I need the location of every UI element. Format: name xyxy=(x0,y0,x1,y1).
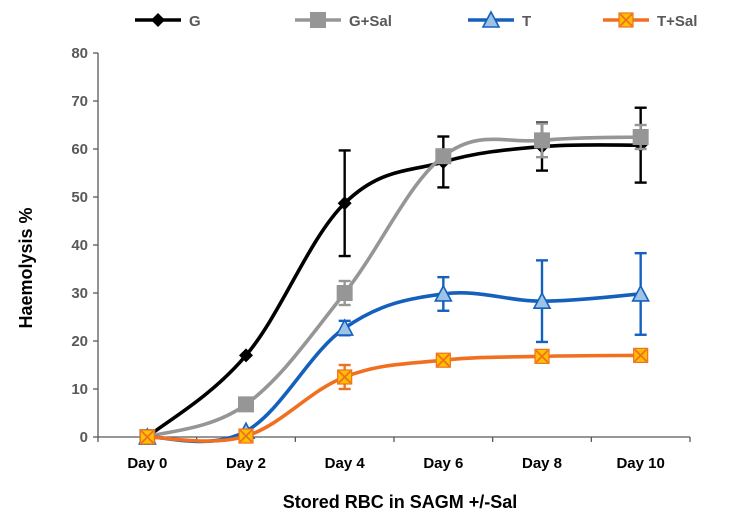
y-tick-label: 30 xyxy=(71,285,88,302)
x-tick-label: Day 6 xyxy=(423,455,463,472)
data-point xyxy=(632,129,649,145)
series-layer xyxy=(137,106,651,445)
y-tick-label: 20 xyxy=(71,333,88,350)
y-tick-label: 10 xyxy=(71,381,88,398)
legend-marker xyxy=(310,12,326,28)
data-point xyxy=(238,396,254,413)
x-tick-label: Day 10 xyxy=(616,455,664,472)
legend-marker xyxy=(481,10,501,28)
y-axis: 0 10 20 30 40 50 60 70 80 xyxy=(71,45,99,446)
legend-marker xyxy=(618,12,634,28)
y-tick-label: 50 xyxy=(71,189,88,206)
data-point xyxy=(534,132,550,149)
data-point xyxy=(336,285,353,301)
legend-label: G+Sal xyxy=(349,13,392,30)
legend-label: T xyxy=(522,13,531,30)
x-axis-title: Stored RBC in SAGM +/-Sal xyxy=(283,492,518,512)
legend-entry-t-sal: T+Sal xyxy=(603,12,697,30)
series-line xyxy=(147,353,641,443)
data-point xyxy=(139,429,155,445)
data-point xyxy=(238,428,254,444)
data-point xyxy=(633,347,649,363)
x-tick-label: Day 2 xyxy=(226,455,266,472)
series-t-sal xyxy=(139,347,649,445)
data-point xyxy=(532,291,552,309)
y-tick-label: 80 xyxy=(71,45,88,62)
series-t xyxy=(137,251,651,445)
x-tick-label: Day 0 xyxy=(127,455,167,472)
legend-label: T+Sal xyxy=(657,13,697,30)
series-line xyxy=(146,143,641,439)
y-tick-label: 0 xyxy=(80,429,88,446)
data-point xyxy=(435,148,452,165)
y-tick-label: 40 xyxy=(71,237,88,254)
data-point xyxy=(434,284,453,302)
x-tick-label: Day 8 xyxy=(522,455,562,472)
data-point xyxy=(335,318,354,336)
series-g xyxy=(140,106,648,444)
data-point xyxy=(534,348,550,364)
x-axis: Day 0 Day 2 Day 4 Day 6 Day 8 Day 10 xyxy=(97,436,691,472)
y-axis-title: Haemolysis % xyxy=(16,207,36,328)
legend-entry-t: T xyxy=(468,10,531,30)
legend-entry-g-sal: G+Sal xyxy=(295,12,392,30)
data-point xyxy=(337,196,352,211)
legend-label: G xyxy=(189,13,201,30)
y-tick-label: 70 xyxy=(71,93,88,110)
x-tick-label: Day 4 xyxy=(325,455,366,472)
legend-marker xyxy=(151,13,165,27)
data-point xyxy=(337,369,353,385)
series-line xyxy=(146,135,641,439)
data-point xyxy=(631,284,651,302)
data-point xyxy=(239,348,253,363)
y-tick-label: 60 xyxy=(71,141,88,158)
legend: G G+Sal T T+Sal xyxy=(135,10,697,30)
data-point xyxy=(435,352,451,368)
legend-entry-g: G xyxy=(135,13,201,30)
